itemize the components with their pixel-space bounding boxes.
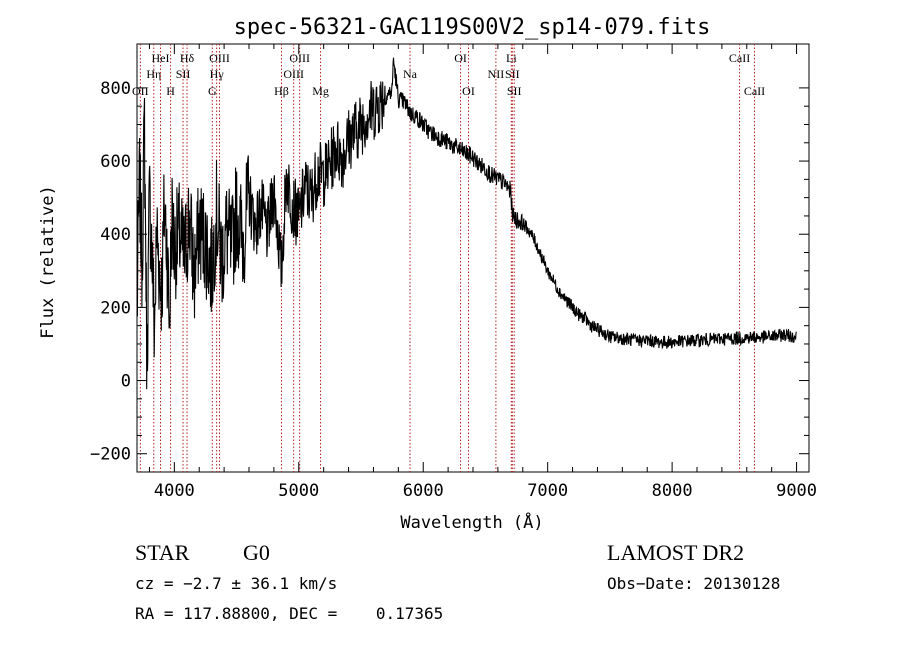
redshift-velocity: cz = −2.7 ± 36.1 km/s [135,574,338,593]
x-tick-label: 6000 [403,481,444,501]
line-marker-label: Hβ [274,84,289,98]
survey-name: LAMOST DR2 [607,540,745,565]
y-tick-label: 800 [100,79,131,99]
x-tick-label: 7000 [527,481,568,501]
line-marker-label: OIII [209,51,230,65]
x-tick-label: 5000 [278,481,319,501]
object-class: STAR [135,540,190,565]
y-axis-label: Flux (relative) [38,185,58,339]
line-marker-label: Hγ [210,67,225,81]
line-marker-label: SII [176,67,191,81]
line-marker-label: OIII [283,67,304,81]
line-marker-label: Na [403,67,418,81]
spectrum-line [136,57,797,390]
x-tick-label: 8000 [652,481,693,501]
line-marker-label: Mg [312,84,329,98]
subclass: G0 [243,540,270,565]
line-marker-label: Hη [146,67,161,81]
line-marker-label: HeI [152,51,170,65]
chart-title: spec-56321-GAC119S00V2_sp14-079.fits [234,15,711,40]
y-tick-label: −200 [90,445,131,465]
line-marker-label: G [208,84,217,98]
x-tick-label: 4000 [154,481,195,501]
line-marker-label: OI [462,84,475,98]
coordinates: RA = 117.88800, DEC = 0.17365 [135,604,444,623]
line-marker-label: OI [454,51,467,65]
line-marker-label: CaII [744,84,765,98]
y-tick-label: 200 [100,298,131,318]
line-marker-label: NII [488,67,505,81]
y-tick-label: 600 [100,152,131,172]
line-marker-label: Li [506,51,517,65]
line-marker-label: CaII [729,51,750,65]
line-marker-label: SII [505,67,520,81]
axis-ticks: 4000 5000 6000 7000 8000 9000 −200 0 200 400 600 80… [90,44,817,501]
line-marker-label: Hδ [180,51,195,65]
y-tick-label: 0 [121,372,131,392]
line-marker-label: OIII [289,51,310,65]
x-axis-label: Wavelength (Å) [400,511,543,533]
line-marker-label: SII [507,84,522,98]
line-marker-label: OII [132,84,149,98]
line-marker-label: H [166,84,175,98]
x-tick-label: 9000 [776,481,817,501]
observation-date: Obs−Date: 20130128 [607,574,781,593]
y-tick-label: 400 [100,225,131,245]
